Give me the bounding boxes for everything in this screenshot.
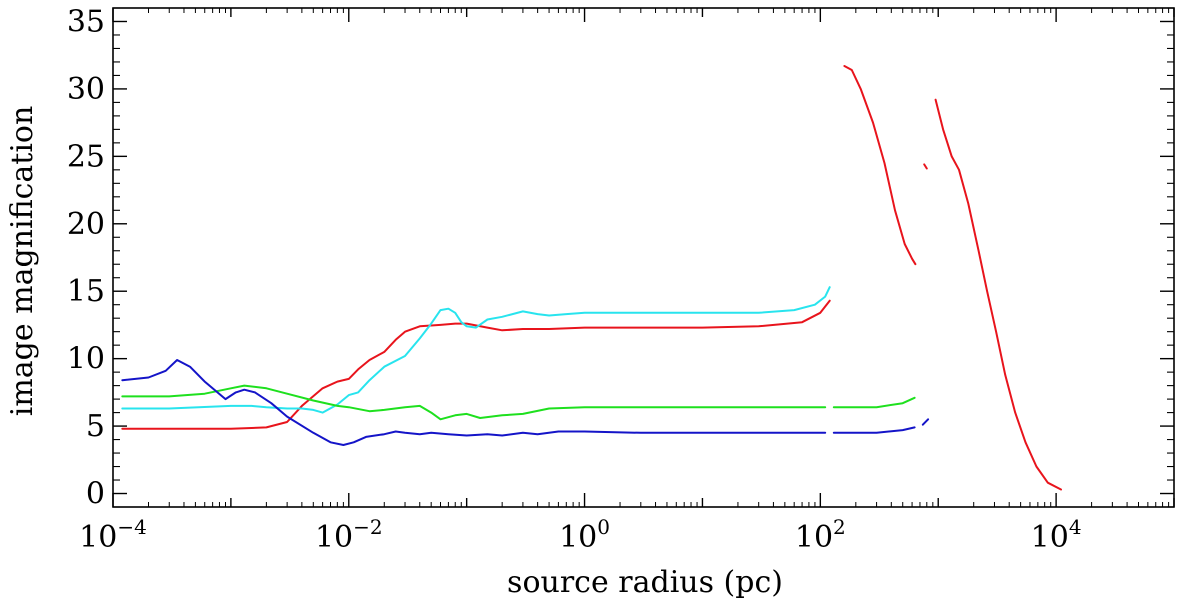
series-line-0 [121,299,831,430]
x-tick-base: 10 [795,520,833,555]
x-tick-label: 10−4 [79,515,147,555]
series-line-9 [921,418,930,426]
series-line-7 [121,359,827,446]
x-tick-base: 10 [79,520,117,555]
series-line-2 [923,163,928,170]
x-tick-exponent: 4 [1069,515,1082,539]
x-tick-exponent: −4 [117,515,146,539]
plot-frame [112,7,1175,508]
x-tick-exponent: 0 [597,515,610,539]
x-tick-exponent: 2 [833,515,846,539]
x-tick-base: 10 [1031,520,1069,555]
y-axis-title: image magnification [5,106,40,417]
x-tick-label: 102 [795,515,846,555]
series-line-8 [832,426,916,434]
x-tick-base: 10 [559,520,597,555]
series-line-5 [121,384,827,421]
x-tick-exponent: −2 [353,515,382,539]
series-line-4 [121,286,831,414]
y-tick-label: 30 [67,72,105,107]
y-tick-label: 0 [86,477,105,512]
y-tick-label: 35 [67,4,105,39]
x-axis-title: source radius (pc) [507,565,783,600]
x-tick-base: 10 [315,520,353,555]
y-tick-label: 20 [67,207,105,242]
y-tick-label: 10 [67,342,105,377]
y-tick-label: 25 [67,139,105,174]
x-tick-label: 100 [559,515,610,555]
y-tick-label: 5 [86,409,105,444]
y-tick-label: 15 [67,274,105,309]
series-line-1 [843,65,917,266]
series-layer [121,65,1062,491]
x-tick-label: 104 [1031,515,1082,555]
x-tick-label: 10−2 [315,515,383,555]
series-line-6 [832,396,916,409]
series-line-3 [934,98,1062,491]
